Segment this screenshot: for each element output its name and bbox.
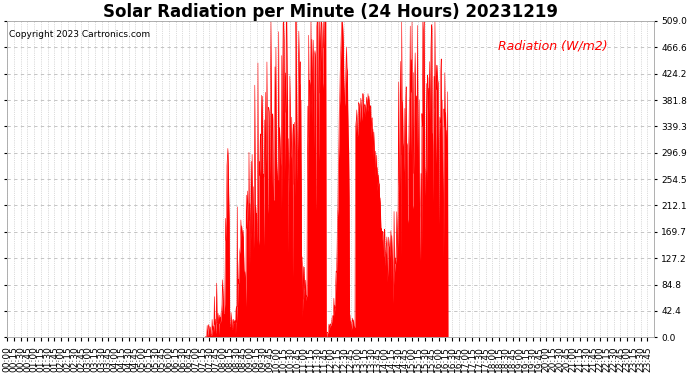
Text: Copyright 2023 Cartronics.com: Copyright 2023 Cartronics.com: [8, 30, 150, 39]
Text: Radiation (W/m2): Radiation (W/m2): [497, 39, 607, 53]
Title: Solar Radiation per Minute (24 Hours) 20231219: Solar Radiation per Minute (24 Hours) 20…: [103, 3, 558, 21]
